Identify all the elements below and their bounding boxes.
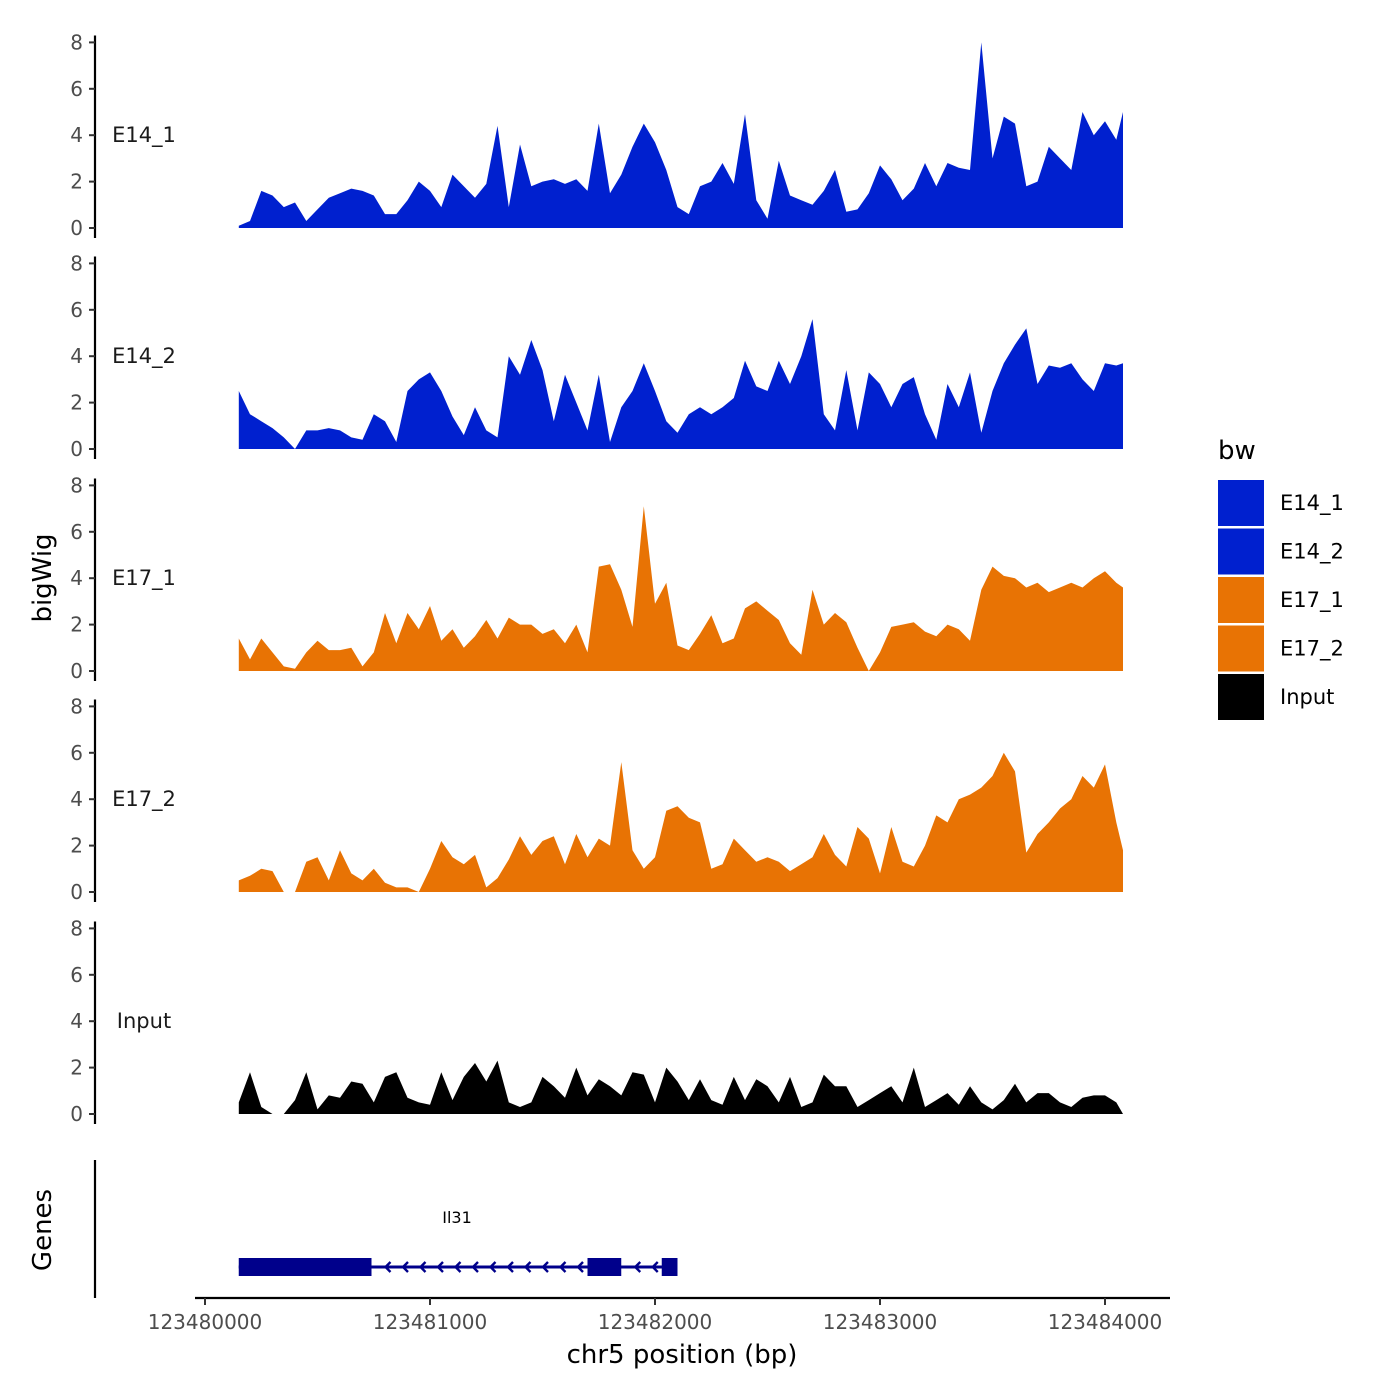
exon: [587, 1258, 622, 1276]
legend-label-E17_1: E17_1: [1280, 588, 1344, 613]
y-tick-label: 6: [70, 963, 83, 987]
x-tick-label: 123484000: [1048, 1310, 1163, 1334]
legend-label-E17_2: E17_2: [1280, 637, 1344, 662]
strand-arrow: [523, 1261, 532, 1273]
y-tick-label: 6: [70, 520, 83, 544]
strand-arrow: [651, 1261, 659, 1273]
x-axis-title: chr5 position (bp): [567, 1340, 798, 1370]
y-tick-label: 0: [70, 1102, 83, 1126]
strand-arrow: [576, 1261, 584, 1273]
area-E17_2: [238, 752, 1124, 892]
y-tick-label: 0: [70, 659, 83, 683]
x-axis: 123480000 123481000 123482000 123483000 1234…: [148, 1296, 1170, 1334]
strand-arrow: [541, 1261, 549, 1273]
strand-arrow: [383, 1261, 392, 1273]
legend-label-E14_1: E14_1: [1280, 491, 1344, 516]
strand-arrow: [453, 1261, 462, 1273]
y-tick-label: 4: [70, 1009, 83, 1033]
genes-axis-title: Genes: [28, 1189, 58, 1271]
legend-swatch-E17_1: [1218, 577, 1264, 623]
area-E14_1: [238, 42, 1124, 229]
legend-title: bw: [1218, 436, 1256, 466]
y-tick-label: 2: [70, 613, 83, 637]
y-tick-label: 6: [70, 741, 83, 765]
y-tick-label: 6: [70, 77, 83, 101]
y-tick-label: 0: [70, 437, 83, 461]
legend-label-E14_2: E14_2: [1280, 540, 1344, 565]
strand-arrow: [471, 1261, 479, 1273]
track-E14_2: 0 2 4 6 8 E14_2: [70, 251, 1124, 461]
y-tick-label: 2: [70, 170, 83, 194]
legend: bw E14_1 E14_2 E17_1 E17_2 Input: [1218, 436, 1344, 720]
legend-swatch-Input: [1218, 674, 1264, 720]
bigwig-tracks: 0 2 4 6 8 E14_1 0 2 4 6 8 E14_2 0 2 4 6 8 E17_1 0 2 4 6 8 E17_2…: [70, 30, 1124, 1126]
legend-swatch-E14_1: [1218, 480, 1264, 526]
track-label-E17_1: E17_1: [112, 566, 176, 591]
track-label-E14_1: E14_1: [112, 123, 176, 148]
legend-swatch-E17_2: [1218, 625, 1264, 672]
y-tick-label: 4: [70, 123, 83, 147]
y-tick-label: 8: [70, 251, 83, 275]
y-tick-label: 6: [70, 298, 83, 322]
strand-arrow: [436, 1261, 444, 1273]
y-tick-label: 0: [70, 880, 83, 904]
y-tick-label: 2: [70, 1056, 83, 1080]
y-tick-label: 4: [70, 344, 83, 368]
y-tick-label: 2: [70, 834, 83, 858]
track-label-Input: Input: [117, 1009, 171, 1033]
y-tick-label: 4: [70, 566, 83, 590]
genes-panel: Genes Il31: [28, 1160, 678, 1298]
strand-arrow: [488, 1261, 497, 1273]
y-tick-label: 8: [70, 916, 83, 940]
y-tick-label: 2: [70, 391, 83, 415]
exon: [661, 1258, 678, 1276]
y-axis-title: bigWig: [28, 533, 58, 622]
strand-arrow: [506, 1261, 514, 1273]
y-tick-label: 8: [70, 473, 83, 497]
legend-swatch-E14_2: [1218, 528, 1264, 575]
x-tick-label: 123480000: [148, 1310, 263, 1334]
gene-model: [238, 1258, 678, 1276]
strand-arrow: [418, 1261, 427, 1273]
area-Input: [238, 1060, 1124, 1114]
track-E17_1: 0 2 4 6 8 E17_1: [70, 473, 1124, 683]
strand-arrow: [401, 1261, 409, 1273]
track-Input: 0 2 4 6 8 Input: [70, 916, 1124, 1126]
area-E14_2: [238, 319, 1124, 449]
track-E14_1: 0 2 4 6 8 E14_1: [70, 30, 1124, 240]
strand-arrow: [633, 1261, 642, 1273]
y-tick-label: 0: [70, 216, 83, 240]
track-label-E17_2: E17_2: [112, 787, 176, 812]
gene-label: Il31: [442, 1208, 472, 1227]
y-tick-label: 8: [70, 694, 83, 718]
strand-arrow: [558, 1261, 567, 1273]
track-label-E14_2: E14_2: [112, 344, 176, 369]
y-tick-label: 8: [70, 30, 83, 54]
y-tick-label: 4: [70, 787, 83, 811]
area-E17_1: [238, 506, 1124, 671]
exon: [238, 1258, 372, 1276]
x-tick-label: 123482000: [598, 1310, 713, 1334]
legend-label-Input: Input: [1280, 685, 1334, 709]
x-tick-label: 123481000: [373, 1310, 488, 1334]
x-tick-label: 123483000: [823, 1310, 938, 1334]
track-E17_2: 0 2 4 6 8 E17_2: [70, 694, 1124, 904]
